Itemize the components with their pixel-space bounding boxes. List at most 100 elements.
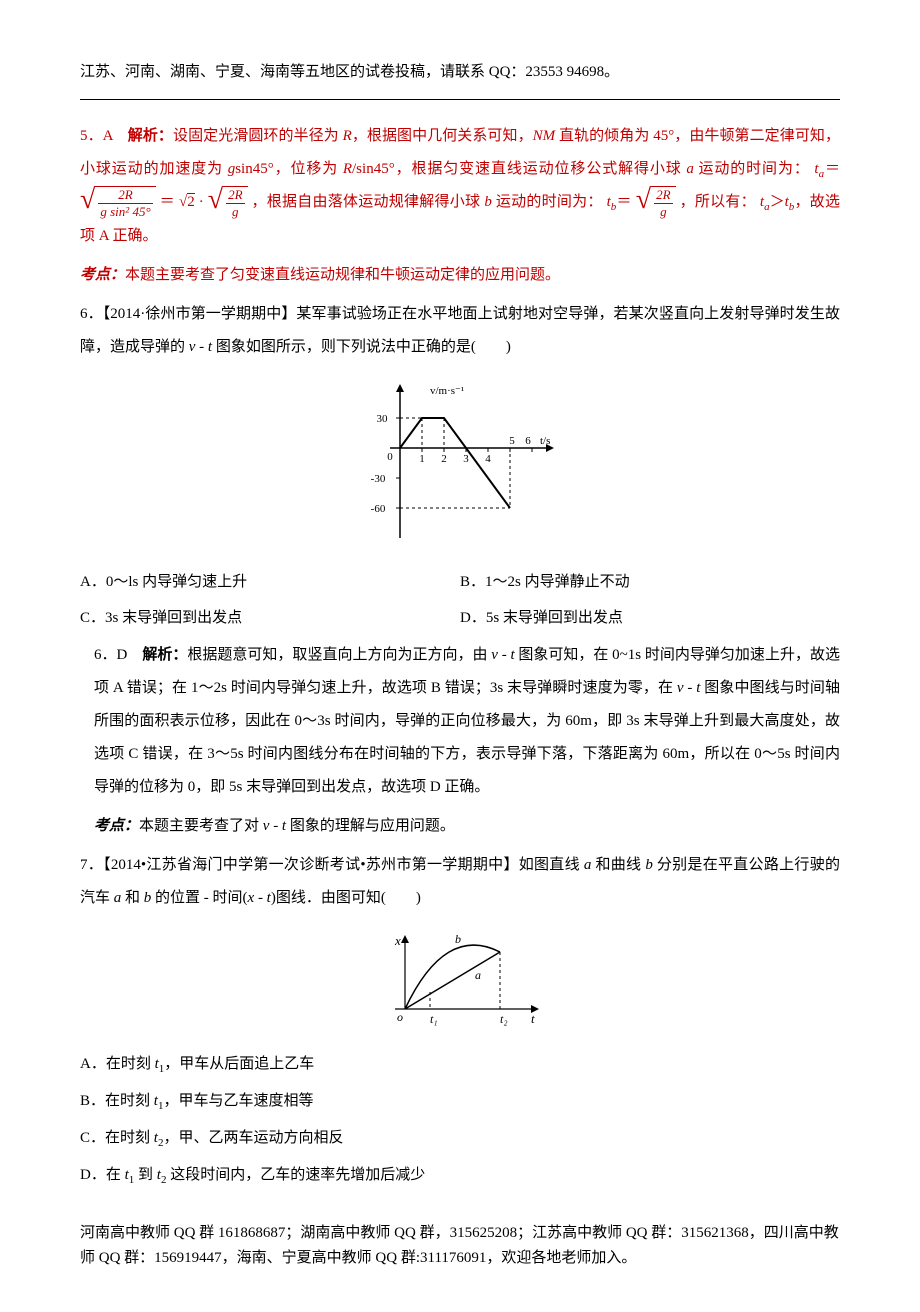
kaodian-text-5: 本题主要考查了匀变速直线运动规律和牛顿运动定律的应用问题。 [125, 267, 560, 283]
q7-stem-f: )图线．由图可知( ) [271, 890, 421, 906]
footer-note: 河南高中教师 QQ 群 161868687；湖南高中教师 QQ 群，315625… [80, 1221, 840, 1272]
vt-chart: 30 0 -30 -60 1 2 3 4 5 6 v/m·s⁻¹ t/s [80, 378, 840, 553]
xt-x-label: t [531, 1011, 535, 1026]
q5-text-4: ，位移为 [274, 161, 343, 177]
q7-optA-a: A．在时刻 [80, 1056, 155, 1072]
xt-origin: o [397, 1010, 403, 1024]
q5-text-9: ，所以有： [680, 194, 756, 210]
q7-stem-d: 和 [121, 890, 144, 906]
var-b: b [484, 194, 492, 210]
sqrt-frac-1: √ 2R g sin² 45° [80, 186, 156, 220]
xt-chart: x t o a b t₁ t₂ [80, 929, 840, 1034]
t2-label: t₂ [500, 1012, 508, 1026]
sin45: sin45° [235, 161, 274, 177]
q6-options-row2: C．3s 末导弹回到出发点 D．5s 末导弹回到出发点 [80, 603, 840, 633]
vt-var-2: v - t [491, 647, 514, 663]
q6-optD: D．5s 末导弹回到出发点 [460, 603, 840, 633]
q7-stem-b: 和曲线 [591, 857, 645, 873]
frac3-num: 2R [654, 188, 672, 204]
q5-analysis-label: 解析： [128, 128, 173, 144]
ytick-n60: -60 [371, 503, 386, 515]
xt-var: x - t [248, 890, 271, 906]
xtick-1: 1 [419, 453, 425, 465]
xtick-2: 2 [441, 453, 447, 465]
kaodian-label-5: 考点： [80, 267, 125, 283]
q7-stem-e: 的位置 - 时间( [151, 890, 247, 906]
sqrt-frac-2: √ 2R g [208, 186, 248, 220]
xtick-4: 4 [485, 453, 491, 465]
q6-optA: A．0～ls 内导弹匀速上升 [80, 567, 460, 597]
sqrt2: √2 [179, 186, 195, 219]
ytick-n30: -30 [371, 473, 386, 485]
q5-text-6: 运动的时间为： [694, 161, 810, 177]
q5-kaodian: 考点：本题主要考查了匀变速直线运动规律和牛顿运动定律的应用问题。 [80, 259, 840, 292]
q7-optD-b: 到 [134, 1167, 157, 1183]
xtick-3: 3 [463, 453, 469, 465]
q5-text-2: ，根据图中几何关系可知， [352, 128, 533, 144]
q6-ans-label: 解析： [142, 647, 187, 663]
q7-optD-a: D．在 [80, 1167, 125, 1183]
q7-optD: D．在 t1 到 t2 这段时间内，乙车的速率先增加后减少 [80, 1159, 840, 1192]
q6-kaodian: 考点：本题主要考查了对 v - t 图象的理解与应用问题。 [94, 810, 840, 843]
frac1-num: 2R [98, 188, 152, 204]
q7-optB-b: ，甲车与乙车速度相等 [163, 1093, 313, 1109]
q6-options-row1: A．0～ls 内导弹匀速上升 B．1～2s 内导弹静止不动 [80, 567, 840, 597]
q5-prefix: 5．A [80, 128, 128, 144]
q7-stem-a: 7．【2014•江苏省海门中学第一次诊断考试•苏州市第一学期期中】如图直线 [80, 857, 584, 873]
var-R: R [343, 128, 352, 144]
frac3-den: g [654, 204, 672, 219]
var-NM: NM [533, 128, 556, 144]
q7-optA: A．在时刻 t1，甲车从后面追上乙车 [80, 1048, 840, 1081]
q7-optD-c: 这段时间内，乙车的速率先增加后减少 [166, 1167, 425, 1183]
q5-analysis: 5．A 解析：设固定光滑圆环的半径为 R，根据图中几何关系可知，NM 直轨的倾角… [80, 120, 840, 253]
gt: ＞ [770, 194, 785, 210]
t1-label: t₁ [430, 1012, 438, 1026]
eq3: ＝ [616, 194, 632, 210]
q7-optC-b: ，甲、乙两车运动方向相反 [163, 1130, 343, 1146]
q5-text-1: 设固定光滑圆环的半径为 [173, 128, 343, 144]
q7-var-b: b [645, 857, 653, 873]
var-R2: R [343, 161, 352, 177]
q7-optB: B．在时刻 t1，甲车与乙车速度相等 [80, 1085, 840, 1118]
kaodian-text-6b: 图象的理解与应用问题。 [286, 818, 455, 834]
vt-var-3: v - t [677, 680, 701, 696]
sqrt-frac-3: √ 2R g [636, 186, 676, 220]
q6-optB: B．1～2s 内导弹静止不动 [460, 567, 840, 597]
ytick-30: 30 [377, 413, 389, 425]
eq2: ＝ [160, 194, 175, 210]
q5-text-8: 运动的时间为： [492, 194, 603, 210]
Rsin45: /sin45° [352, 161, 395, 177]
header-divider [80, 99, 840, 100]
frac2-num: 2R [226, 188, 244, 204]
q6-ans-prefix: 6．D [94, 647, 142, 663]
q7-optB-a: B．在时刻 [80, 1093, 154, 1109]
q7-stem: 7．【2014•江苏省海门中学第一次诊断考试•苏州市第一学期期中】如图直线 a … [80, 849, 840, 915]
q5-text-7: ，根据自由落体运动规律解得小球 [252, 194, 485, 210]
q6-ans-c: 图象中图线与时间轴所围的面积表示位移，因此在 0～3s 时间内，导弹的正向位移最… [94, 680, 840, 795]
eq1: ＝ [824, 161, 840, 177]
header-note: 江苏、河南、湖南、宁夏、海南等五地区的试卷投稿，请联系 QQ：23553 946… [80, 60, 840, 81]
q6-optC: C．3s 末导弹回到出发点 [80, 603, 460, 633]
vt-var-4: v - t [263, 818, 286, 834]
xtick-6: 6 [525, 435, 531, 447]
xt-y-label: x [394, 933, 401, 948]
q7-optA-b: ，甲车从后面追上乙车 [164, 1056, 314, 1072]
var-a: a [686, 161, 694, 177]
q7-optC: C．在时刻 t2，甲、乙两车运动方向相反 [80, 1122, 840, 1155]
frac1-den: g sin² 45° [98, 204, 152, 219]
q6-stem: 6．【2014·徐州市第一学期期中】某军事试验场正在水平地面上试射地对空导弹，若… [80, 298, 840, 364]
line-a-label: a [475, 968, 481, 982]
curve-b-label: b [455, 932, 461, 946]
q6-ans-a: 根据题意可知，取竖直向上方向为正方向，由 [187, 647, 491, 663]
q6-analysis: 6．D 解析：根据题意可知，取竖直向上方向为正方向，由 v - t 图象可知，在… [94, 639, 840, 804]
vt-var: v - t [189, 339, 212, 355]
y-axis-label: v/m·s⁻¹ [430, 385, 464, 397]
frac2-den: g [226, 204, 244, 219]
q5-text-5: ，根据匀变速直线运动位移公式解得小球 [395, 161, 687, 177]
kaodian-text-6a: 本题主要考查了对 [139, 818, 263, 834]
kaodian-label-6: 考点： [94, 818, 139, 834]
ytick-0: 0 [387, 451, 393, 463]
xtick-5: 5 [509, 435, 515, 447]
x-axis-label: t/s [540, 435, 550, 447]
q7-optC-a: C．在时刻 [80, 1130, 154, 1146]
